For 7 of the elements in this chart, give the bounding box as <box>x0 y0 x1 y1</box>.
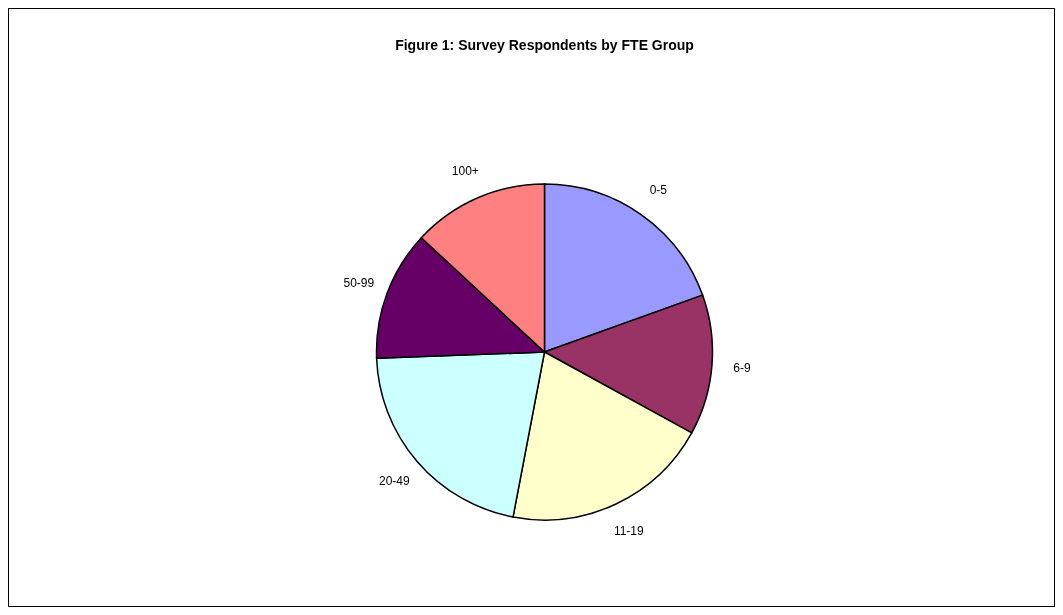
chart-title: Figure 1: Survey Respondents by FTE Group <box>395 37 694 53</box>
slice-label: 20-49 <box>378 474 411 489</box>
slice-label: 11-19 <box>613 524 645 539</box>
slice-label: 6-9 <box>733 360 751 375</box>
slice-label: 0-5 <box>649 183 668 198</box>
slice-label: 50-99 <box>343 276 375 291</box>
slice-label: 100+ <box>451 163 479 178</box>
